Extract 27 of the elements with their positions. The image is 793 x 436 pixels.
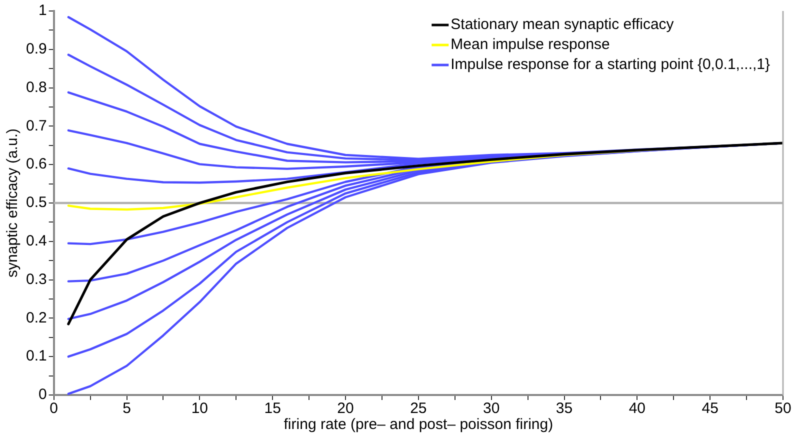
y-tick-label: 0.2 (26, 309, 47, 326)
y-tick-label: 0.1 (26, 348, 47, 365)
y-tick-label: 0.7 (26, 117, 47, 134)
legend-label: Mean impulse response (450, 36, 610, 54)
x-tick-label: 40 (628, 400, 646, 418)
legend-label: Stationary mean synaptic efficacy (450, 16, 674, 34)
x-tick-label: 30 (482, 400, 500, 418)
y-tick-label: 0.4 (26, 232, 47, 250)
y-tick-label: 0 (38, 386, 47, 404)
y-tick-label: 0.3 (26, 270, 47, 288)
x-tick-label: 10 (191, 400, 208, 418)
y-tick-label: 0.6 (26, 156, 47, 173)
y-tick-label: 0.9 (26, 40, 47, 58)
x-tick-label: 50 (774, 400, 792, 418)
y-tick-label: 1 (38, 2, 47, 20)
legend-label: Impulse response for a starting point {0,0.1,...,1} (450, 56, 770, 74)
x-tick-label: 5 (122, 400, 131, 418)
y-axis-title: synaptic efficacy (a.u.) (4, 128, 22, 278)
x-tick-label: 45 (702, 400, 718, 418)
x-tick-label: 20 (337, 400, 354, 418)
x-tick-label: 15 (264, 400, 281, 418)
x-tick-label: 35 (556, 400, 573, 418)
x-tick-label: 0 (50, 400, 58, 418)
x-axis-title: firing rate (pre– and post– poisson firing) (284, 416, 554, 434)
y-tick-label: 0.5 (26, 194, 47, 212)
y-tick-label: 0.8 (26, 78, 47, 96)
x-tick-label: 25 (410, 400, 427, 418)
